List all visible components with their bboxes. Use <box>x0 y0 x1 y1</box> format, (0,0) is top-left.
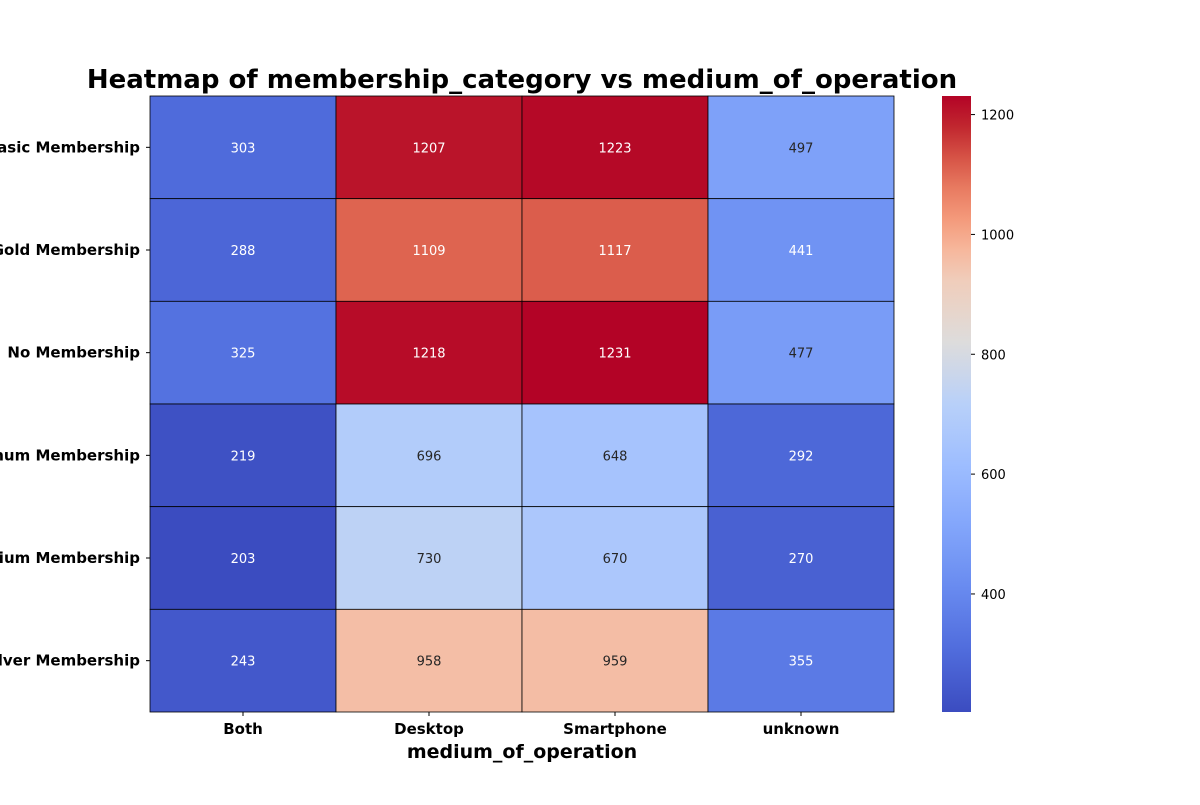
heatmap-cell <box>335 198 523 302</box>
heatmap-cell-value: 1223 <box>598 141 631 156</box>
y-tick-label: Premium Membership <box>0 549 140 567</box>
heatmap-cell-value: 203 <box>231 552 256 567</box>
y-tick-label: Basic Membership <box>0 138 140 156</box>
y-tick-label: No Membership <box>7 344 140 362</box>
heatmap-cell-value: 288 <box>231 244 256 259</box>
heatmap-cell <box>149 608 337 713</box>
heatmap-cell-value: 219 <box>231 449 256 464</box>
heatmap-cells: 303 1207 1223 497 288 1109 1117 441 325 1218 1231 4… <box>149 95 895 713</box>
heatmap-cell <box>707 95 895 200</box>
heatmap-cell-value: 1117 <box>598 244 631 259</box>
heatmap-cell-value: 441 <box>789 244 814 259</box>
x-tick-label: Both <box>223 720 263 738</box>
heatmap-cell <box>707 608 895 713</box>
heatmap-cell <box>149 198 337 302</box>
colorbar-gradient <box>942 96 971 712</box>
chart-title: Heatmap of membership_category vs medium… <box>87 65 957 95</box>
heatmap-cell-value: 497 <box>789 141 814 156</box>
heatmap-cell-value: 270 <box>789 552 814 567</box>
heatmap-cell <box>335 403 523 508</box>
heatmap-cell-value: 1218 <box>412 347 445 362</box>
heatmap-cell-value: 1207 <box>412 141 445 156</box>
heatmap-cell <box>521 198 709 302</box>
heatmap-cell <box>521 95 709 200</box>
heatmap-cell <box>335 506 523 610</box>
colorbar-tick-label: 400 <box>981 588 1006 603</box>
heatmap-cell <box>707 300 895 405</box>
heatmap-cell-value: 292 <box>789 449 814 464</box>
heatmap-cell <box>707 403 895 508</box>
heatmap-cell-value: 648 <box>603 449 628 464</box>
x-tick-label: unknown <box>763 720 840 738</box>
heatmap-cell <box>521 506 709 610</box>
heatmap-cell <box>149 95 337 200</box>
colorbar-tick-label: 800 <box>981 348 1006 363</box>
heatmap-cell <box>335 300 523 405</box>
heatmap-cell-value: 1231 <box>598 347 631 362</box>
colorbar-tick-label: 600 <box>981 468 1006 483</box>
heatmap-cell-value: 730 <box>417 552 442 567</box>
heatmap-cell <box>521 608 709 713</box>
heatmap-cell <box>521 403 709 508</box>
heatmap-cell-value: 959 <box>603 655 628 670</box>
heatmap-cell <box>335 608 523 713</box>
y-tick-labels: Basic Membership Gold Membership No Member… <box>0 138 150 670</box>
heatmap-cell-value: 325 <box>231 347 256 362</box>
heatmap-cell <box>707 198 895 302</box>
x-axis-label: medium_of_operation <box>407 741 637 763</box>
y-tick-label: Silver Membership <box>0 652 140 670</box>
heatmap-cell <box>149 506 337 610</box>
heatmap-cell-value: 243 <box>231 655 256 670</box>
colorbar-tick-label: 1000 <box>981 228 1014 243</box>
x-tick-label: Desktop <box>394 720 464 738</box>
colorbar: 400 600 800 1000 1200 <box>942 96 1014 712</box>
colorbar-tick-label: 1200 <box>981 109 1014 124</box>
heatmap-cell-value: 477 <box>789 347 814 362</box>
heatmap-cell-value: 958 <box>417 655 442 670</box>
heatmap-cell-value: 696 <box>417 449 442 464</box>
heatmap-cell-value: 303 <box>231 141 256 156</box>
heatmap-cell <box>335 95 523 200</box>
y-tick-label: Gold Membership <box>0 241 140 259</box>
heatmap-cell-value: 670 <box>603 552 628 567</box>
heatmap-cell <box>149 403 337 508</box>
y-tick-label: Platinum Membership <box>0 446 140 464</box>
x-tick-label: Smartphone <box>563 720 667 738</box>
heatmap-cell <box>707 506 895 610</box>
x-tick-labels: Both Desktop Smartphone unknown <box>223 712 839 738</box>
heatmap-cell-value: 1109 <box>412 244 445 259</box>
heatmap-cell-value: 355 <box>789 655 814 670</box>
